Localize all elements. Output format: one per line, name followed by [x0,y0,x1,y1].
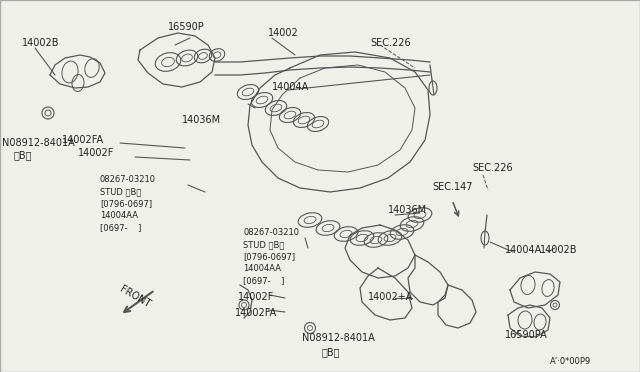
Text: STUD 〈B〉: STUD 〈B〉 [100,187,141,196]
Text: 16590P: 16590P [168,22,205,32]
Text: 14004AA: 14004AA [243,264,281,273]
Text: 14002FA: 14002FA [62,135,104,145]
Text: N08912-8401A: N08912-8401A [2,138,75,148]
Text: 14002F: 14002F [78,148,115,158]
Text: N08912-8401A: N08912-8401A [302,333,375,343]
Text: 14002FA: 14002FA [235,308,277,318]
Text: 14002B: 14002B [540,245,577,255]
Text: 14002: 14002 [268,28,299,38]
Text: [0697-    ]: [0697- ] [243,276,284,285]
Text: [0796-0697]: [0796-0697] [243,252,295,261]
Text: 14002B: 14002B [22,38,60,48]
Text: 08267-03210: 08267-03210 [243,228,299,237]
Text: FRONT: FRONT [118,284,152,310]
Text: 14004A: 14004A [505,245,542,255]
Text: [0697-    ]: [0697- ] [100,223,141,232]
Text: SEC.226: SEC.226 [472,163,513,173]
Text: 14004AA: 14004AA [100,211,138,220]
Text: A’·0*00P9: A’·0*00P9 [550,357,591,366]
Text: 14002+A: 14002+A [368,292,413,302]
Text: [0796-0697]: [0796-0697] [100,199,152,208]
Text: 14036M: 14036M [182,115,221,125]
Text: 14036M: 14036M [388,205,427,215]
Text: SEC.147: SEC.147 [432,182,472,192]
Text: 14004A: 14004A [272,82,309,92]
Text: SEC.226: SEC.226 [370,38,411,48]
Text: 〈B〉: 〈B〉 [14,150,33,160]
Text: 08267-03210: 08267-03210 [100,175,156,184]
Text: 16590PA: 16590PA [505,330,548,340]
Text: 14002F: 14002F [238,292,275,302]
Text: 〈B〉: 〈B〉 [322,347,340,357]
Text: STUD 〈B〉: STUD 〈B〉 [243,240,284,249]
